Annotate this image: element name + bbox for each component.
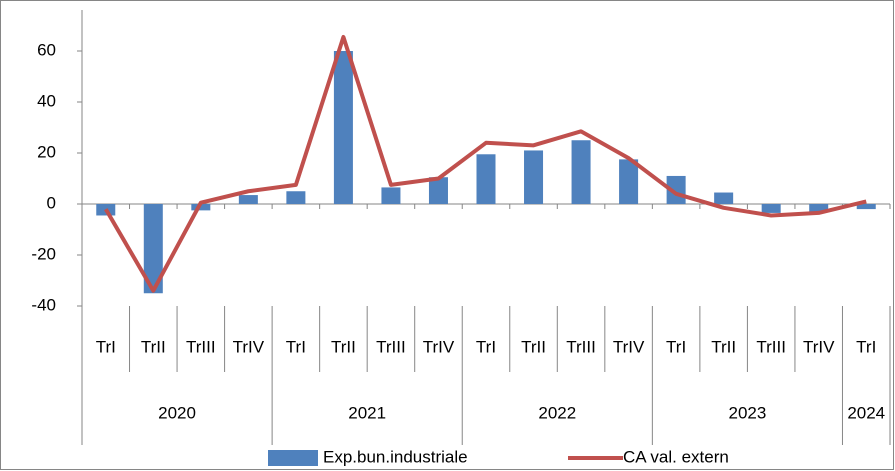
x-tick-label: TrIII	[566, 337, 596, 356]
bar	[761, 204, 781, 213]
year-label: 2022	[538, 403, 576, 422]
bar	[856, 204, 876, 210]
x-tick-label: TrIV	[803, 337, 835, 356]
legend-label: Exp.bun.industriale	[323, 447, 468, 466]
y-tick-label: -20	[31, 244, 56, 263]
bar	[428, 177, 448, 204]
x-tick-label: TrIII	[756, 337, 786, 356]
bar	[381, 187, 401, 204]
x-tick-label: TrIII	[186, 337, 216, 356]
year-label: 2021	[348, 403, 386, 422]
y-tick-label: -40	[31, 295, 56, 314]
line	[104, 34, 867, 293]
x-tick-label: TrI	[96, 337, 116, 356]
bar	[714, 192, 734, 204]
x-tick-label: TrI	[286, 337, 306, 356]
legend-label: CA val. extern	[623, 447, 729, 466]
x-tick-label: TrII	[711, 337, 736, 356]
bar	[619, 159, 639, 204]
x-tick-label: TrII	[521, 337, 546, 356]
bar	[524, 150, 544, 204]
bar	[286, 191, 306, 204]
bar	[238, 195, 258, 204]
bar	[476, 154, 496, 204]
bar	[809, 204, 829, 212]
x-tick-label: TrIV	[613, 337, 645, 356]
bar	[571, 140, 591, 204]
x-tick-label: TrII	[141, 337, 166, 356]
x-tick-label: TrII	[331, 337, 356, 356]
bar	[191, 204, 211, 211]
x-tick-label: TrI	[666, 337, 686, 356]
y-tick-label: 20	[37, 142, 56, 161]
y-tick-label: 60	[37, 40, 56, 59]
bar	[333, 51, 353, 204]
y-tick-label: 0	[47, 193, 56, 212]
x-tick-label: TrIV	[423, 337, 455, 356]
year-label: 2023	[728, 403, 766, 422]
x-tick-label: TrI	[476, 337, 496, 356]
x-tick-label: TrIII	[376, 337, 406, 356]
x-tick-label: TrIV	[233, 337, 265, 356]
x-tick-label: TrI	[856, 337, 876, 356]
y-tick-label: 40	[37, 91, 56, 110]
legend-swatch	[268, 450, 318, 466]
year-label: 2020	[158, 403, 196, 422]
bar	[143, 204, 163, 294]
year-label: 2024	[847, 403, 885, 422]
